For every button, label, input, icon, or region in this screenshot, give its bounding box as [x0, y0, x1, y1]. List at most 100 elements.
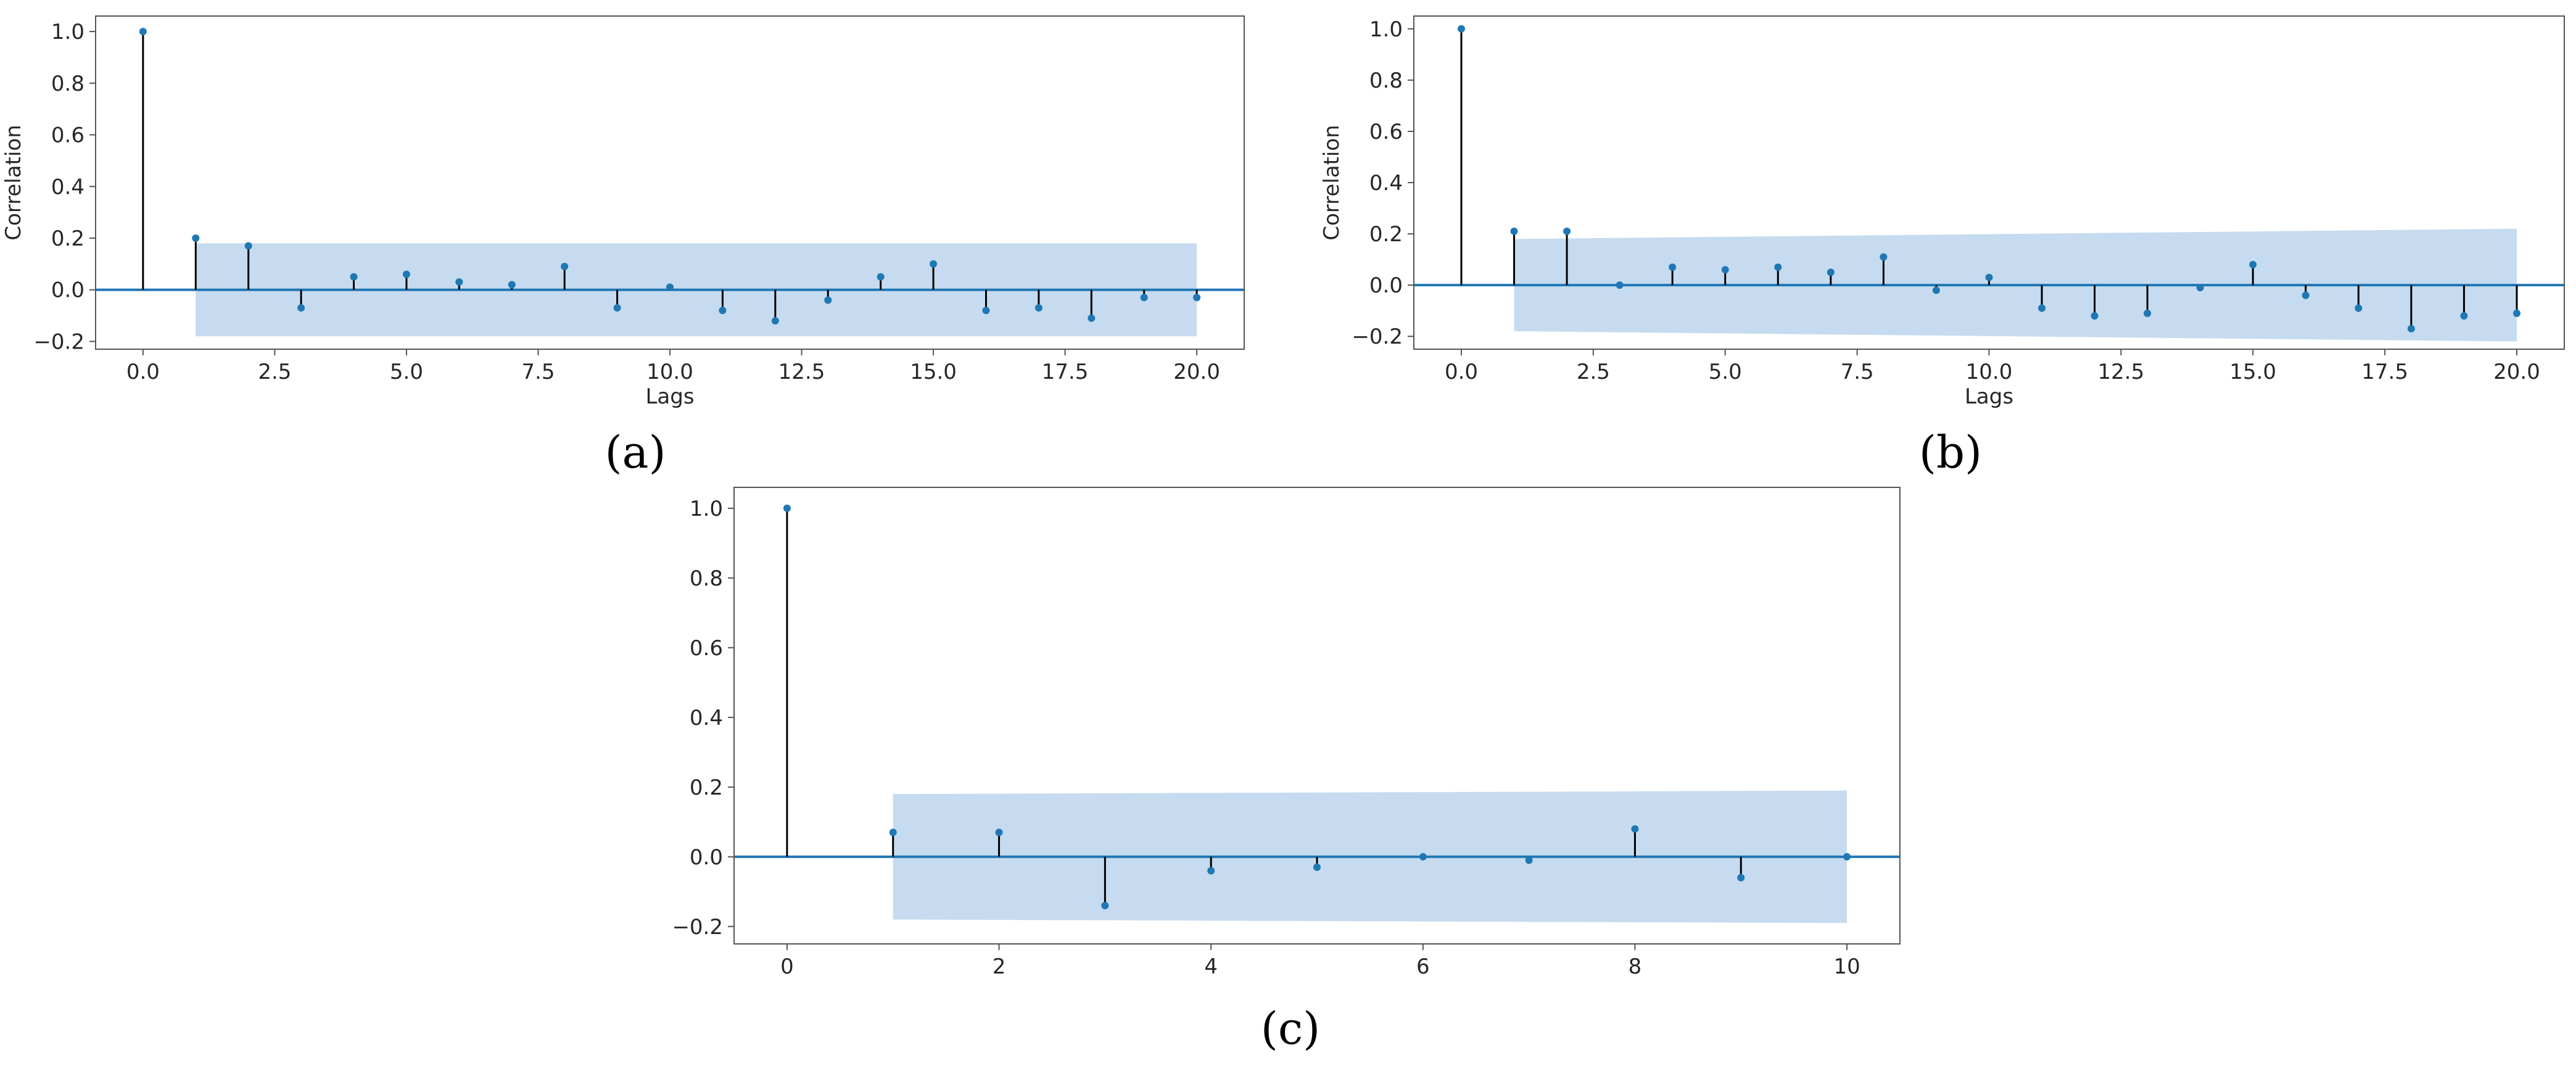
y-tick-label: −0.2: [1352, 325, 1403, 349]
marker-lag-8: [1631, 825, 1639, 833]
marker-lag-7: [1525, 856, 1533, 864]
marker-lag-9: [613, 304, 621, 312]
marker-lag-14: [877, 273, 885, 281]
y-tick-label: 0.2: [51, 226, 85, 251]
marker-lag-13: [2144, 309, 2152, 317]
marker-lag-8: [561, 263, 569, 271]
marker-lag-11: [719, 307, 727, 315]
marker-lag-20: [1193, 294, 1201, 302]
marker-lag-13: [824, 296, 832, 304]
x-tick-label: 10: [1833, 954, 1860, 979]
x-tick-label: 15.0: [910, 360, 957, 384]
x-tick-label: 20.0: [2493, 360, 2540, 384]
x-tick-label: 15.0: [2229, 360, 2276, 384]
x-tick-label: 0: [780, 954, 794, 979]
marker-lag-9: [1932, 286, 1940, 294]
marker-lag-11: [2038, 304, 2046, 312]
marker-lag-1: [1510, 227, 1518, 235]
marker-lag-3: [1616, 281, 1624, 289]
x-tick-label: 2.5: [1577, 360, 1610, 384]
x-tick-label: 6: [1416, 954, 1430, 979]
x-tick-label: 5.0: [1709, 360, 1742, 384]
marker-lag-19: [1140, 294, 1148, 302]
marker-lag-0: [783, 504, 791, 512]
marker-lag-1: [889, 829, 897, 837]
marker-lag-14: [2196, 284, 2204, 292]
marker-lag-2: [995, 829, 1003, 837]
y-tick-label: 0.2: [690, 775, 723, 800]
y-tick-label: 0.8: [690, 566, 723, 591]
marker-lag-6: [1774, 263, 1782, 271]
marker-lag-6: [455, 278, 463, 286]
marker-lag-2: [244, 242, 252, 250]
chart-c: 0 2 4 6 8 10 −0.2 0.0 0.2 0.4 0.6 0.8 1.0: [672, 487, 1901, 979]
marker-lag-10: [1985, 273, 1993, 281]
marker-lag-2: [1563, 227, 1571, 235]
chart-b: 0.0 2.5 5.0 7.5 10.0 12.5 15.0 17.5 20.0 −0.2 0.0 0…: [1319, 15, 2565, 409]
x-tick-label: 17.5: [1042, 360, 1089, 384]
marker-lag-19: [2460, 312, 2468, 320]
marker-lag-10: [1843, 853, 1851, 861]
marker-lag-17: [2355, 304, 2363, 312]
x-tick-label: 7.5: [521, 360, 555, 384]
marker-lag-10: [666, 283, 674, 291]
y-tick-label: −0.2: [33, 329, 85, 354]
x-tick-label: 20.0: [1173, 360, 1220, 384]
marker-lag-15: [930, 260, 938, 268]
y-tick-label: 0.8: [1369, 68, 1403, 93]
marker-lag-8: [1880, 253, 1888, 261]
x-axis-title: Lags: [645, 384, 694, 409]
marker-lag-3: [297, 304, 305, 312]
y-tick-label: 1.0: [1369, 17, 1403, 42]
x-tick-label: 0.0: [1445, 360, 1478, 384]
y-tick-label: 0.0: [690, 845, 723, 870]
marker-lag-5: [1313, 863, 1321, 871]
x-tick-label: 5.0: [390, 360, 423, 384]
marker-lag-20: [2513, 309, 2521, 317]
x-tick-label: 2: [993, 954, 1006, 979]
marker-lag-7: [508, 281, 516, 289]
y-tick-label: 0.6: [51, 123, 85, 148]
y-tick-label: 0.4: [690, 706, 723, 730]
marker-lag-0: [139, 28, 147, 36]
x-tick-label: 0.0: [126, 360, 160, 384]
x-tick-label: 2.5: [258, 360, 291, 384]
x-axis-title: Lags: [1965, 384, 2013, 409]
y-tick-label: 1.0: [51, 20, 85, 44]
marker-lag-18: [1088, 314, 1096, 322]
marker-lag-5: [1721, 266, 1729, 274]
x-tick-label: 7.5: [1841, 360, 1874, 384]
y-axis-title: Correlation: [1, 125, 26, 240]
marker-lag-18: [2407, 325, 2415, 333]
chart-a: 0.0 2.5 5.0 7.5 10.0 12.5 15.0 17.5 20.0 −0.2 0.0 0…: [1, 15, 1245, 409]
x-tick-label: 12.5: [778, 360, 825, 384]
marker-lag-3: [1101, 901, 1109, 909]
panel-label-c: (c): [1261, 1003, 1321, 1054]
marker-lag-4: [1207, 867, 1215, 875]
panel-label-a: (a): [605, 426, 666, 478]
x-tick-label: 10.0: [1966, 360, 2013, 384]
axes-frame: [733, 487, 1901, 945]
y-tick-label: 1.0: [690, 497, 723, 521]
marker-lag-1: [192, 234, 200, 242]
x-tick-label: 12.5: [2098, 360, 2145, 384]
x-tick-label: 4: [1204, 954, 1218, 979]
marker-lag-15: [2249, 260, 2257, 268]
y-tick-label: 0.2: [1369, 222, 1403, 247]
y-tick-label: 0.0: [1369, 273, 1403, 298]
y-tick-label: 0.4: [1369, 171, 1403, 196]
y-tick-label: 0.0: [51, 278, 85, 303]
y-tick-label: −0.2: [672, 915, 723, 940]
x-tick-label: 8: [1629, 954, 1642, 979]
marker-lag-6: [1419, 853, 1427, 861]
marker-lag-12: [2091, 312, 2099, 320]
y-tick-label: 0.6: [690, 636, 723, 661]
x-tick-label: 17.5: [2361, 360, 2408, 384]
y-tick-label: 0.8: [51, 72, 85, 96]
marker-lag-4: [350, 273, 358, 281]
marker-lag-16: [2301, 291, 2310, 299]
marker-lag-5: [402, 270, 410, 278]
marker-lag-16: [982, 307, 990, 315]
marker-lag-7: [1827, 268, 1835, 276]
